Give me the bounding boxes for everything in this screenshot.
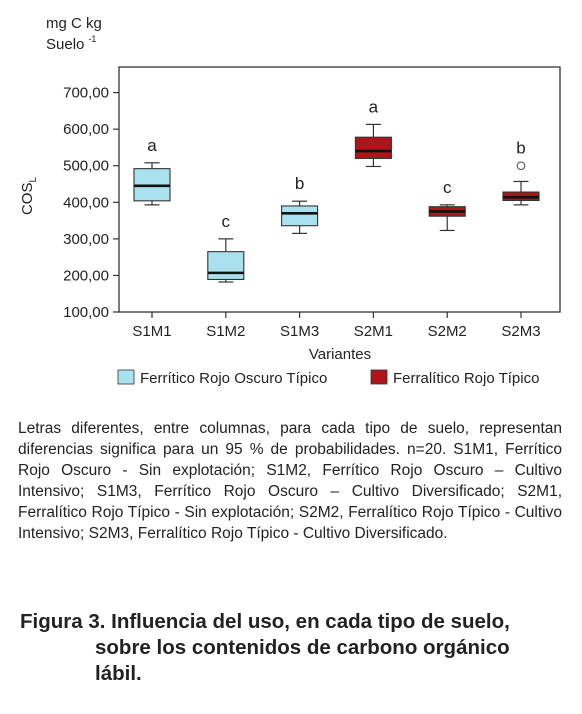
- plot-frame: [118, 66, 561, 313]
- figure-number: Figura 3.: [20, 610, 106, 633]
- figure-caption: Letras diferentes, entre columnas, para …: [18, 420, 562, 542]
- significance-letter: a: [369, 97, 379, 116]
- box-s2m1: a: [354, 97, 392, 168]
- x-tick-label: S2M1: [354, 323, 393, 340]
- figure-title-line3: lábil.: [95, 662, 142, 685]
- box-s1m1: a: [133, 136, 171, 206]
- x-tick-label: S2M3: [501, 323, 540, 340]
- figure-title-line1: Influencia del uso, en cada tipo de suel…: [111, 610, 510, 633]
- box-iqr: [354, 136, 392, 159]
- figure-title-line2: sobre los contenidos de carbono orgánico: [95, 636, 510, 659]
- unit-label-line2: Suelo -1: [46, 34, 96, 53]
- x-tick-label: S1M2: [206, 323, 245, 340]
- x-tick-label: S1M3: [280, 323, 319, 340]
- x-axis-ticks: S1M1 S1M2 S1M3 S2M1 S2M2 S2M3: [132, 312, 541, 340]
- box-s2m2: c: [428, 178, 466, 232]
- x-axis-label: Variantes: [309, 346, 371, 363]
- significance-letter: c: [443, 178, 452, 197]
- box-iqr: [281, 205, 319, 227]
- x-tick-label: S1M1: [132, 323, 171, 340]
- x-tick-label: S2M2: [428, 323, 467, 340]
- legend: Ferrítico Rojo Oscuro Típico Ferralítico…: [117, 369, 539, 387]
- y-tick-label: 600,00: [63, 121, 109, 138]
- legend-label-ferralitico: Ferralítico Rojo Típico: [393, 370, 539, 387]
- y-tick-label: 400,00: [63, 194, 109, 211]
- box-plot-chart: mg C kg Suelo -1 COSL 100,00 200,00 300,00 4…: [19, 15, 561, 387]
- significance-letter: c: [222, 212, 231, 231]
- y-tick-label: 100,00: [63, 304, 109, 321]
- outlier-point: [516, 161, 526, 171]
- boxes: a c b a c b: [133, 97, 540, 283]
- box-s2m3: b: [502, 139, 540, 206]
- y-tick-label: 200,00: [63, 267, 109, 284]
- unit-label-line1: mg C kg: [46, 15, 102, 32]
- y-axis-label: COSL: [19, 177, 39, 216]
- y-tick-label: 500,00: [63, 158, 109, 175]
- y-axis-ticks: 100,00 200,00 300,00 400,00 500,00 600,00 700,…: [63, 85, 119, 321]
- significance-letter: a: [147, 136, 157, 155]
- significance-letter: b: [295, 174, 304, 193]
- legend-label-ferritico: Ferrítico Rojo Oscuro Típico: [140, 370, 327, 387]
- figure-title: Figura 3. Influencia del uso, en cada ti…: [20, 609, 565, 687]
- significance-letter: b: [516, 139, 525, 158]
- y-tick-label: 300,00: [63, 231, 109, 248]
- y-tick-label: 700,00: [63, 85, 109, 102]
- legend-swatch-ferralitico: [370, 369, 388, 385]
- box-iqr: [207, 251, 245, 281]
- box-s1m2: c: [207, 212, 245, 283]
- legend-swatch-ferritico: [117, 369, 135, 385]
- box-s1m3: b: [281, 174, 319, 234]
